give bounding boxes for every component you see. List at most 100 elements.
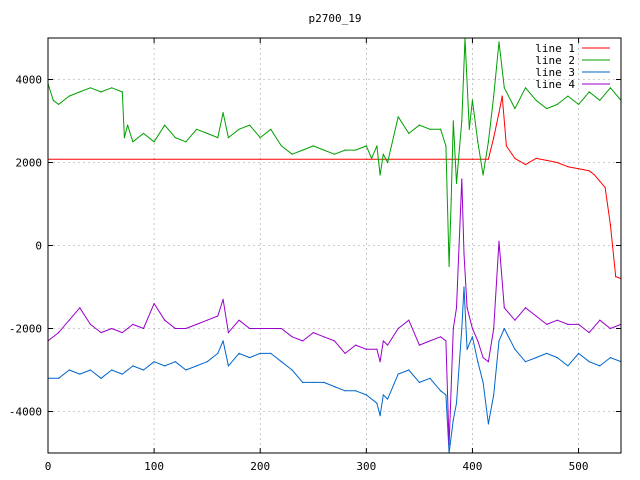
series-2-point [123,137,125,139]
series-line-1 [48,95,621,280]
series-layer [48,38,621,453]
series-2-point [100,91,102,93]
series-4-point [524,307,527,309]
series-4-point [227,332,229,334]
y-tick-label: 2000 [16,157,43,170]
series-3-point [365,394,367,396]
x-tick-label: 100 [144,460,164,473]
series-2-point [344,149,346,151]
series-2-point [79,91,81,93]
series-2-point [379,174,381,176]
series-4-point [477,340,479,342]
series-4-point [386,344,389,346]
series-1-point [615,276,617,278]
series-2-point [222,112,224,114]
series-2-point [487,141,489,143]
series-3-point [68,369,70,371]
series-4-point [206,319,208,321]
series-4-point [429,340,431,342]
series-3-point [397,373,399,375]
series-2-point [238,128,240,130]
series-3-point [217,352,219,354]
series-2-point [371,157,373,159]
series-1-point [505,145,507,147]
series-2-point [270,128,272,130]
series-2-point [588,91,590,93]
series-3-point [174,361,176,363]
series-2-point [132,141,134,143]
series-2-point [445,145,447,147]
series-4-point [556,319,558,321]
series-1-point [259,158,261,160]
series-4-point [535,315,537,317]
series-4-point [142,327,145,330]
series-3-point [79,373,81,375]
chart-title: p2700_19 [309,12,362,25]
series-2-point [302,149,304,151]
series-3-point [498,340,500,342]
series-3-point [599,365,601,367]
series-2-point [429,128,431,130]
series-4-point [408,319,410,321]
series-2-point [291,153,293,155]
series-3-point [270,352,272,354]
series-4-point [498,240,500,242]
series-3-point [408,369,410,371]
series-4-point [238,319,240,321]
series-4-point [132,323,134,325]
series-3-point [185,369,187,371]
series-2-point [333,153,336,155]
series-3-point [546,352,548,354]
series-4-point [376,348,378,350]
series-1-point [153,158,155,160]
series-2-point [386,161,389,164]
series-3-point [355,390,357,392]
series-1-point [493,137,495,139]
series-3-point [482,381,484,384]
series-4-point [397,327,399,330]
series-4-point [461,178,463,180]
series-4-point [185,327,187,330]
series-1-point [365,158,367,160]
y-tick-label: 4000 [16,74,43,87]
series-2-point [498,41,500,43]
series-2-point [493,95,495,97]
series-3-point [58,377,60,379]
series-4-point [588,332,590,334]
series-2-point [185,141,187,143]
series-3-point [344,390,346,392]
series-3-point [227,365,229,367]
series-4-point [487,361,489,363]
series-4-point [440,336,442,338]
series-4-point [445,340,447,342]
series-3-point [100,377,102,379]
series-1-point [556,161,558,164]
series-4-point [68,319,70,321]
series-2-point [514,107,516,110]
series-4-point [448,444,450,446]
series-4-point [302,340,304,342]
series-2-point [471,99,474,101]
series-4-point [333,340,336,342]
series-3-point [132,365,134,367]
legend-label: line 1 [535,42,575,55]
series-1-point [588,170,590,172]
series-2-point [58,103,60,105]
series-4-point [514,319,516,321]
series-4-point [195,323,198,325]
series-2-point [174,137,176,139]
legend-label: line 3 [535,66,575,79]
series-2-point [280,145,283,147]
series-3-point [238,352,240,354]
series-1-point [546,159,548,162]
series-4-point [455,307,458,309]
series-3-point [291,369,293,371]
series-1-point [501,95,503,97]
series-3-point [445,394,447,396]
series-3-point [466,348,468,350]
series-2-point [567,95,569,97]
series-2-point [524,87,527,89]
series-2-point [461,120,463,122]
series-2-point [323,149,325,151]
